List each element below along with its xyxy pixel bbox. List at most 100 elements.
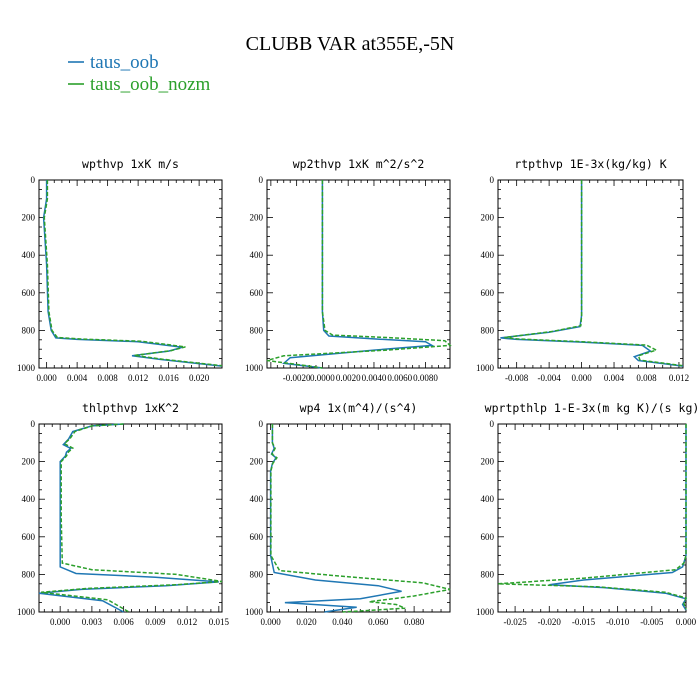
y-tick-label: 1000 [476, 607, 495, 617]
x-tick-label: 0.0080 [413, 373, 438, 383]
x-tick-label: 0.040 [332, 617, 353, 627]
y-tick-label: 400 [250, 494, 264, 504]
x-tick-label: -0.004 [537, 373, 561, 383]
y-tick-label: 0 [259, 419, 264, 429]
y-tick-label: 1000 [245, 607, 264, 617]
y-tick-label: 200 [250, 457, 264, 467]
plot-frame [38, 179, 223, 369]
x-tick-label: 0.012 [177, 617, 197, 627]
y-tick-label: 600 [481, 288, 495, 298]
y-tick-label: 0 [259, 175, 264, 185]
x-tick-label: 0.000 [260, 617, 281, 627]
series-line-taus-oob-nozm [266, 180, 452, 369]
series-line-taus-oob-nozm [504, 180, 684, 367]
series-line-taus-oob [42, 180, 223, 367]
y-tick-label: 600 [22, 532, 36, 542]
y-tick-label: 400 [250, 250, 264, 260]
y-tick-label: 0 [490, 419, 495, 429]
series-line-taus-oob-nozm [270, 424, 451, 613]
x-tick-label: -0.020 [538, 617, 562, 627]
y-tick-label: 200 [22, 457, 36, 467]
series-line-taus-oob [500, 180, 684, 367]
y-tick-label: 1000 [17, 363, 36, 373]
x-tick-label: 0.015 [209, 617, 230, 627]
x-tick-label: -0.010 [606, 617, 630, 627]
panel-3: rtpthvp 1E-3x(kg/kg) K02004006008001000-… [476, 157, 689, 383]
x-tick-label: -0.005 [640, 617, 664, 627]
series-line-taus-oob-nozm [497, 424, 687, 610]
y-tick-label: 600 [250, 288, 264, 298]
y-tick-label: 0 [490, 175, 495, 185]
x-tick-label: 0.0000 [310, 373, 335, 383]
x-tick-label: 0.006 [113, 617, 134, 627]
x-tick-label: 0.009 [145, 617, 166, 627]
y-tick-label: 1000 [476, 363, 495, 373]
y-tick-label: 800 [22, 569, 36, 579]
series-line-taus-oob [38, 423, 219, 613]
y-tick-label: 800 [250, 569, 264, 579]
x-tick-label: 0.016 [159, 373, 180, 383]
y-tick-label: 600 [22, 288, 36, 298]
panel-title: wp4 1x(m^4)/(s^4) [300, 401, 418, 415]
y-tick-label: 0 [31, 419, 36, 429]
x-tick-label: 0.004 [67, 373, 88, 383]
x-tick-label: 0.008 [98, 373, 119, 383]
x-tick-label: 0.000 [571, 373, 592, 383]
panel-6: wprtpthlp 1-E-3x(m kg K)/(s kg) 0 200 400 60… [476, 401, 699, 627]
y-tick-label: 200 [22, 213, 36, 223]
panel-title: wp2thvp 1xK m^2/s^2 [293, 157, 425, 171]
y-tick-label: 800 [481, 325, 495, 335]
y-tick-label: 0 [31, 175, 36, 185]
legend-label-taus-oob-nozm: taus_oob_nozm [90, 74, 211, 95]
series-line-taus-oob [269, 424, 402, 613]
legend-label-taus-oob: taus_oob [90, 52, 159, 73]
panel-title: wprtpthlp 1-E-3x(m kg K)/(s kg) [485, 401, 700, 415]
x-tick-label: -0.025 [503, 617, 527, 627]
x-tick-label: 0.000 [37, 373, 58, 383]
x-tick-label: 0.0060 [387, 373, 412, 383]
x-tick-label: 0.012 [669, 373, 689, 383]
x-tick-label: 0.020 [189, 373, 210, 383]
x-tick-label: 0.060 [368, 617, 389, 627]
x-tick-label: 0.008 [636, 373, 657, 383]
y-tick-label: 1000 [245, 363, 264, 373]
x-tick-label: 0.003 [82, 617, 103, 627]
panel-title: thlpthvp 1xK^2 [82, 401, 179, 415]
y-tick-label: 800 [481, 569, 495, 579]
y-tick-label: 200 [481, 457, 495, 467]
x-tick-label: 0.000 [50, 617, 71, 627]
x-tick-label: 0.020 [296, 617, 317, 627]
y-tick-label: 400 [481, 250, 495, 260]
y-tick-label: 600 [481, 532, 495, 542]
x-tick-label: 0.080 [404, 617, 425, 627]
x-tick-label: 0.0040 [362, 373, 387, 383]
x-tick-label: -0.008 [505, 373, 529, 383]
x-tick-label: 0.0020 [336, 373, 361, 383]
x-tick-label: -0.015 [572, 617, 596, 627]
plot-frame [497, 423, 687, 613]
panel-2: wp2thvp 1xK m^2/s^2 0 200 400 600 800 1000 -0.0… [245, 157, 452, 383]
y-tick-label: 800 [250, 325, 264, 335]
x-tick-label: -0.0020 [283, 373, 311, 383]
y-tick-label: 400 [22, 250, 36, 260]
x-tick-label: 0.012 [128, 373, 148, 383]
y-tick-label: 800 [22, 325, 36, 335]
series-line-taus-oob [549, 424, 688, 611]
panel-4: thlpthvp 1xK^2 0 200 400 600 800 1000 0.000 0.00… [17, 401, 229, 627]
legend: taus_oob taus_oob_nozm [68, 52, 211, 95]
panel-title: wpthvp 1xK m/s [82, 157, 179, 171]
figure-title: CLUBB VAR at355E,-5N [246, 33, 455, 55]
y-tick-label: 400 [481, 494, 495, 504]
series-line-taus-oob-nozm [43, 180, 223, 367]
y-tick-label: 400 [22, 494, 36, 504]
y-tick-label: 200 [481, 213, 495, 223]
series-line-taus-oob [282, 180, 435, 369]
x-tick-label: 0.004 [604, 373, 625, 383]
panel-title: rtpthvp 1E-3x(kg/kg) K [514, 157, 666, 171]
y-tick-label: 1000 [17, 607, 36, 617]
y-tick-label: 600 [250, 532, 264, 542]
